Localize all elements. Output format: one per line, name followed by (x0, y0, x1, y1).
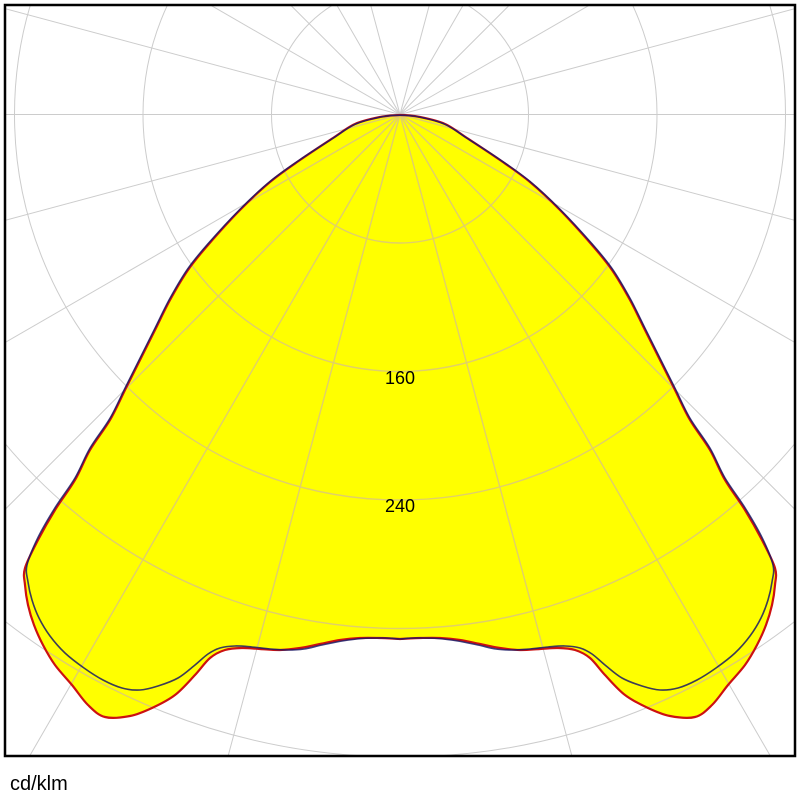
svg-text:cd/klm: cd/klm (10, 773, 68, 795)
svg-text:160: 160 (385, 368, 415, 388)
svg-text:240: 240 (385, 496, 415, 516)
